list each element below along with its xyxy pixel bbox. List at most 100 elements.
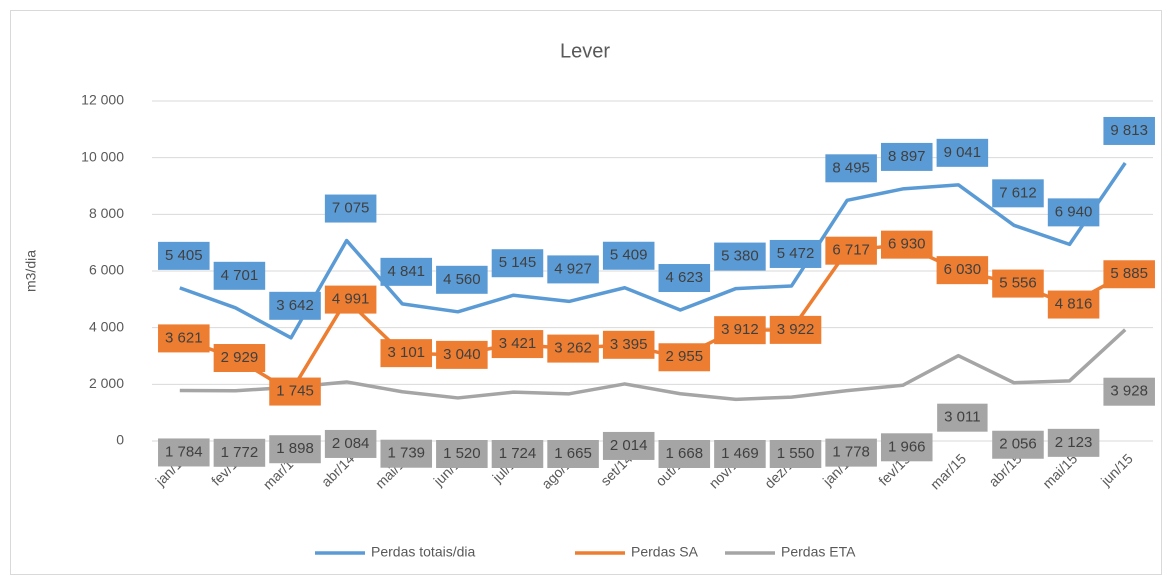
value-label: 1 739 [380, 439, 433, 468]
value-label: 3 262 [547, 334, 599, 363]
label-box [547, 255, 599, 284]
value-label-text: 6 930 [888, 236, 926, 253]
value-label: 5 885 [1103, 260, 1155, 289]
label-box [769, 239, 822, 268]
label-box [1103, 377, 1155, 406]
series-line [179, 161, 1127, 340]
value-label-text: 1 898 [276, 440, 314, 457]
y-tick-label: 6 000 [89, 262, 124, 278]
label-box [491, 440, 544, 468]
value-label-text: 5 409 [610, 247, 648, 264]
y-tick-label: 12 000 [81, 92, 124, 108]
value-label-text: 1 665 [554, 445, 592, 462]
value-label-text: 7 612 [999, 184, 1037, 201]
value-label-text: 9 813 [1110, 122, 1148, 139]
value-label-text: 3 621 [165, 329, 203, 346]
value-label-text: 3 922 [777, 321, 815, 338]
chart-border [10, 10, 1162, 575]
label-box [324, 194, 377, 223]
value-label: 3 928 [1103, 377, 1155, 406]
label-box [602, 241, 655, 270]
value-label-text: 3 040 [443, 346, 481, 363]
value-label-text: 4 841 [387, 263, 425, 280]
value-label-text: 8 495 [832, 159, 870, 176]
label-box [436, 440, 488, 468]
value-label: 1 784 [158, 438, 210, 467]
value-label-text: 2 955 [666, 348, 704, 365]
label-box [158, 324, 210, 353]
value-label: 3 395 [602, 330, 655, 359]
value-label-text: 1 668 [666, 445, 704, 462]
value-label-text: 6 940 [1055, 203, 1093, 220]
y-tick-label: 8 000 [89, 205, 124, 221]
value-label: 3 101 [380, 339, 433, 368]
value-label: 6 940 [1047, 198, 1100, 227]
legend-label: Perdas SA [631, 544, 699, 560]
value-label-text: 1 966 [888, 438, 926, 455]
label-box [880, 433, 933, 462]
value-label: 2 056 [992, 430, 1044, 459]
label-box [714, 316, 766, 345]
label-box [158, 241, 210, 270]
value-label-text: 1 550 [777, 445, 815, 462]
label-box [936, 138, 989, 167]
legend-label: Perdas ETA [781, 544, 856, 560]
y-axis-label: m3/dia [23, 250, 39, 292]
value-label-text: 5 556 [999, 275, 1037, 292]
value-label: 4 991 [324, 285, 377, 314]
label-box [380, 257, 433, 286]
value-label-text: 1 745 [276, 383, 314, 400]
label-box [1047, 290, 1100, 319]
label-box [324, 285, 377, 314]
value-label-text: 1 724 [499, 445, 537, 462]
label-box [769, 440, 822, 468]
value-label: 1 550 [769, 440, 822, 468]
value-label: 3 912 [714, 316, 766, 345]
value-label-text: 8 897 [888, 148, 926, 165]
value-label: 4 623 [658, 264, 711, 293]
label-box [491, 330, 544, 359]
value-label-text: 9 041 [944, 144, 982, 161]
value-label: 9 041 [936, 138, 989, 167]
value-label-text: 1 469 [721, 445, 759, 462]
value-label-text: 5 145 [499, 254, 537, 271]
label-box [714, 440, 766, 468]
label-box [436, 265, 488, 294]
value-label: 6 717 [825, 236, 877, 265]
value-label: 2 929 [213, 344, 266, 373]
value-label: 2 084 [324, 429, 377, 458]
value-label-text: 4 816 [1055, 296, 1093, 313]
label-box [714, 242, 766, 271]
value-label: 2 014 [602, 431, 655, 460]
label-box [769, 315, 822, 344]
value-label-text: 4 623 [666, 269, 704, 286]
value-label: 1 520 [436, 440, 488, 468]
value-label-text: 1 739 [387, 445, 425, 462]
value-label: 4 701 [213, 261, 266, 290]
value-label-text: 3 101 [387, 344, 425, 361]
value-label: 5 405 [158, 241, 210, 270]
value-label: 5 380 [714, 242, 766, 271]
value-label: 8 495 [825, 154, 877, 183]
value-label-text: 3 011 [944, 409, 980, 426]
label-box [937, 403, 988, 432]
label-box [213, 438, 266, 467]
label-box [1103, 260, 1155, 289]
value-label: 3 040 [436, 340, 488, 369]
label-box [658, 440, 711, 468]
value-label-text: 4 560 [443, 271, 481, 288]
value-label: 6 030 [936, 256, 989, 285]
value-label: 5 472 [769, 239, 822, 268]
value-label-text: 3 928 [1110, 383, 1148, 400]
label-box [880, 230, 933, 259]
value-label: 5 409 [602, 241, 655, 270]
value-label: 5 145 [491, 249, 544, 278]
value-label-text: 5 380 [721, 248, 759, 265]
value-label: 6 930 [880, 230, 933, 259]
legend-label: Perdas totais/dia [371, 544, 475, 560]
value-label-text: 1 778 [832, 444, 870, 461]
label-box [602, 431, 655, 460]
label-box [992, 269, 1044, 298]
value-label-text: 4 701 [221, 267, 259, 284]
value-label-text: 2 056 [999, 436, 1037, 453]
